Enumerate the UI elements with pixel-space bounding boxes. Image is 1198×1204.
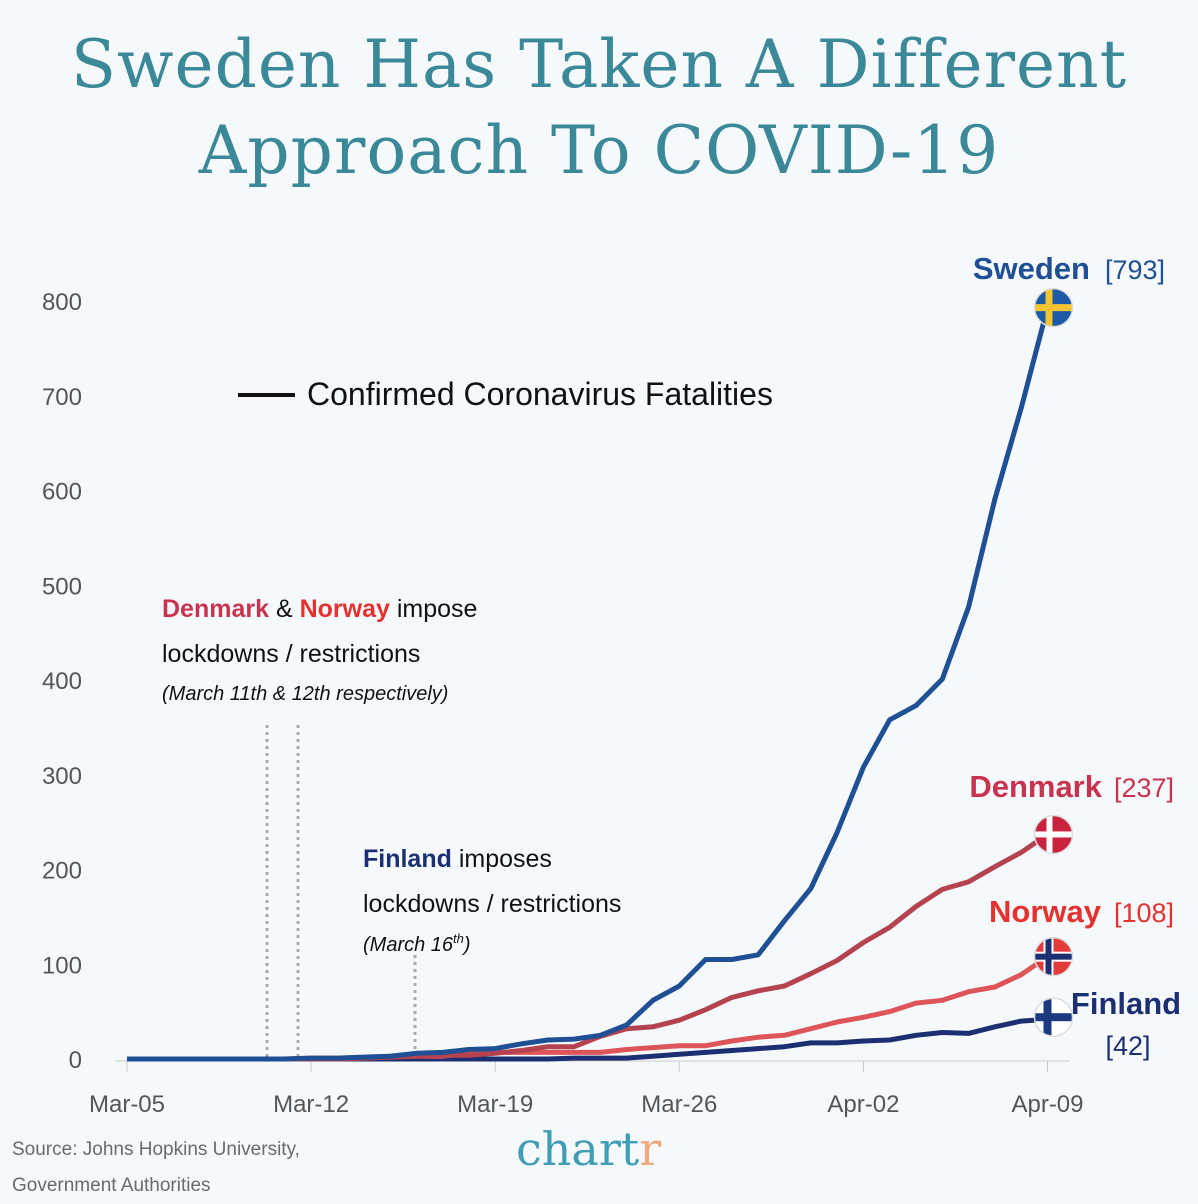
label-sweden: Sweden [973, 251, 1090, 286]
brand-main: chart [516, 1122, 640, 1176]
y-tick-label: 800 [42, 289, 82, 316]
series-line-denmark [127, 832, 1049, 1062]
annotation-finland-line2: lockdowns / restrictions [363, 890, 621, 918]
y-tick-label: 300 [42, 763, 82, 790]
y-tick-label: 400 [42, 668, 82, 695]
value-sweden: [793] [1105, 255, 1165, 285]
value-finland: [42] [1105, 1031, 1150, 1061]
series-line-sweden [127, 306, 1050, 1062]
source-line-1: Source: Johns Hopkins University, [12, 1139, 300, 1160]
x-tick-label: Mar-12 [273, 1091, 349, 1118]
label-norway: Norway [989, 894, 1102, 929]
norway-flag-icon [1033, 936, 1074, 977]
title-line-2: Approach To COVID-19 [198, 112, 1000, 189]
x-tick-label: Apr-02 [827, 1091, 899, 1118]
source-line-2: Government Authorities [12, 1175, 211, 1196]
y-tick-label: 600 [42, 479, 82, 506]
finland-flag-icon [1033, 997, 1074, 1037]
y-tick-label: 200 [42, 858, 82, 885]
y-tick-label: 700 [42, 384, 82, 411]
value-denmark: [237] [1114, 773, 1174, 803]
annotation-finland: Finland imposes [363, 845, 552, 873]
sweden-flag-icon [1033, 287, 1074, 328]
label-finland: Finland [1071, 986, 1181, 1021]
x-tick-label: Mar-05 [89, 1091, 165, 1118]
title-line-1: Sweden Has Taken A Different [70, 26, 1128, 103]
x-tick-label: Apr-09 [1011, 1091, 1083, 1118]
y-tick-label: 500 [42, 573, 82, 600]
x-tick-label: Mar-19 [457, 1091, 533, 1118]
annotation-denmark-norway: Denmark & Norway impose [162, 595, 477, 623]
annotation-finland-note: (March 16th) [363, 931, 471, 956]
brand-accent: r [639, 1122, 662, 1176]
y-tick-label: 100 [42, 952, 82, 979]
annotation-denmark-norway-line2: lockdowns / restrictions [162, 640, 420, 668]
x-tick-label: Mar-26 [641, 1091, 717, 1118]
y-tick-label: 0 [69, 1047, 82, 1074]
label-denmark: Denmark [969, 769, 1102, 804]
denmark-flag-icon [1033, 814, 1074, 855]
chart-title: Sweden Has Taken A Different Approach To… [0, 22, 1198, 194]
annotation-denmark-norway-note: (March 11th & 12th respectively) [162, 683, 448, 705]
legend-label: Confirmed Coronavirus Fatalities [307, 376, 773, 412]
value-norway: [108] [1114, 898, 1174, 928]
brand-logo: chartr [516, 1122, 661, 1176]
source-note: Source: Johns Hopkins University, Govern… [12, 1132, 300, 1204]
